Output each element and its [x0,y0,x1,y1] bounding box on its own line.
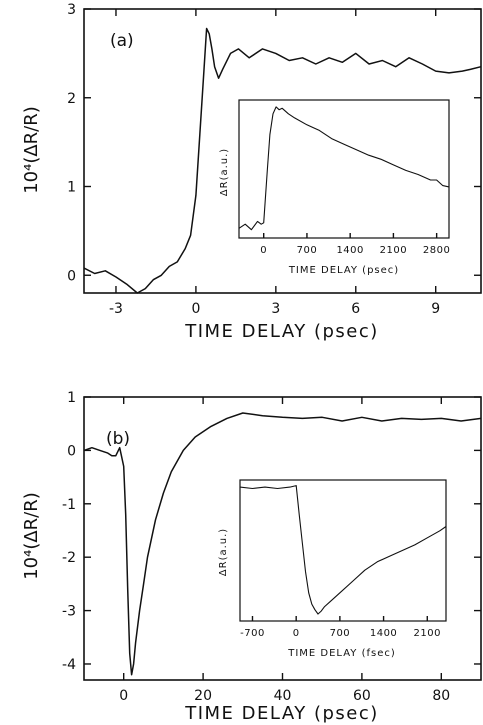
panel-b-xtick-label: 0 [119,688,128,704]
panel-b-ticks: 0 20 40 60 80 1 0 -1 -2 -3 -4 [62,390,481,704]
panel-a-xtick-label: 6 [351,301,360,317]
panel-b-inset-xtick-label: 1400 [370,628,397,639]
panel-a-ylabel: 10⁴(ΔR/R) [21,106,42,194]
panel-a-ytick-label: 2 [67,91,76,107]
panel-a-inset-xlabel: TIME DELAY (psec) [288,265,399,276]
panel-a-series-line [83,27,482,294]
panel-a-ytick-label: 0 [67,268,76,284]
panel-b-ytick-label: -1 [62,497,76,513]
panel-b-xlabel: TIME DELAY (psec) [184,703,379,724]
panel-b-inset-xlabel: TIME DELAY (fsec) [287,648,396,659]
panel-b-series-line [83,412,482,676]
panel-a-inset-xtick-label: 2100 [380,245,407,256]
panel-b-ytick-label: -3 [62,604,76,620]
panel-a-inset-xtick-label: 1400 [336,245,363,256]
panel-a-xtick-label: 9 [431,301,440,317]
panel-b-ytick-label: 0 [67,443,76,459]
panel-b-inset-xtick-label: -700 [240,628,265,639]
panel-a-inset-xtick-label: 2800 [423,245,450,256]
panel-b-xtick-label: 80 [432,688,450,704]
panel-b-inset-ylabel: ΔR(a.u.) [218,528,229,576]
panel-a-ticks: -3 0 3 6 9 0 1 2 3 [67,2,481,317]
panel-a-inset-series-line [238,106,450,231]
panel-a-inset-ylabel: ΔR(a.u.) [219,148,230,196]
panel-a: (a) -3 0 3 6 9 0 1 2 3 TIME DELAY (psec) 10⁴(ΔR/… [21,2,482,342]
panel-b: (b) 0 20 40 60 80 1 0 -1 -2 -3 -4 TIME DELAY (psec… [21,390,482,724]
panel-b-inset-series-line [239,485,447,615]
panel-b-inset-frame [239,479,447,622]
panel-b-xtick-label: 40 [274,688,292,704]
panel-b-inset-xtick-label: 700 [330,628,351,639]
panel-a-inset-xtick-label: 700 [297,245,318,256]
panel-a-xtick-label: 3 [271,301,280,317]
panel-a-inset-xtick-label: 0 [260,245,267,256]
panel-a-frame [83,8,482,294]
panel-b-ytick-label: -4 [62,657,76,673]
panel-a-inset-frame [238,99,450,239]
panel-a-inset-ticks: 0 700 1400 2100 2800 [260,233,450,256]
panel-b-ytick-label: -2 [62,550,76,566]
panel-b-ylabel: 10⁴(ΔR/R) [21,492,42,580]
panel-b-ytick-label: 1 [67,390,76,406]
panel-b-inset-xtick-label: 0 [293,628,300,639]
panel-a-xtick-label: 0 [191,301,200,317]
panel-b-inset-ticks: -700 0 700 1400 2100 [240,616,441,639]
panel-a-ytick-label: 1 [67,180,76,196]
panel-a-xtick-label: -3 [109,301,123,317]
panel-b-inset-xtick-label: 2100 [414,628,441,639]
panel-a-ytick-label: 3 [67,2,76,18]
panel-b-xtick-label: 60 [353,688,371,704]
panel-b-label: (b) [106,429,130,449]
panel-b-xtick-label: 20 [194,688,212,704]
panel-a-label: (a) [110,31,134,51]
panel-a-xlabel: TIME DELAY (psec) [184,321,379,342]
